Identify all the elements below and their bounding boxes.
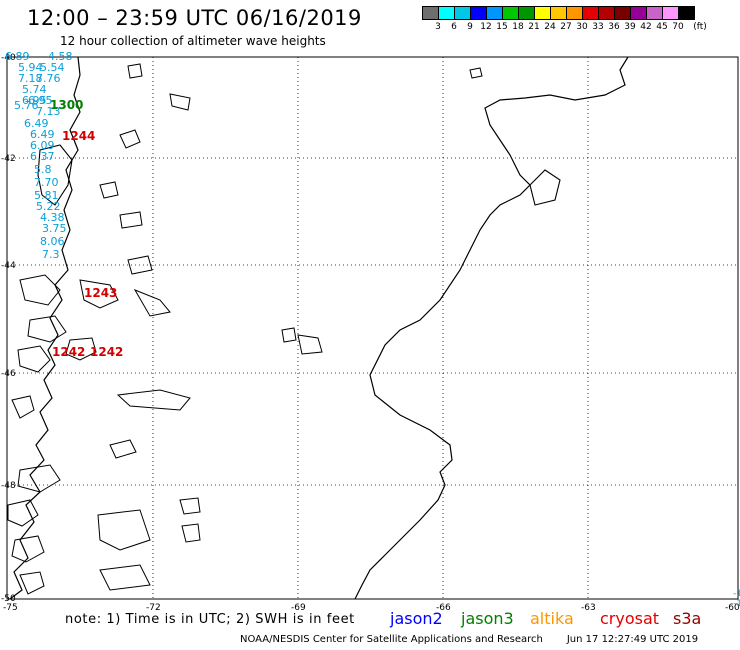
map-frame bbox=[6, 56, 739, 600]
valdes-peninsula bbox=[529, 169, 561, 206]
lon-label-63: -63 bbox=[581, 603, 596, 613]
footnote: note: 1) Time is in UTC; 2) SWH is in fe… bbox=[65, 612, 355, 627]
credit-line: NOAA/NESDIS Center for Satellite Applica… bbox=[240, 634, 698, 645]
satellite-cryosat: cryosat bbox=[600, 609, 660, 628]
swh-reading: 6.95 bbox=[28, 94, 53, 107]
swh-reading: 7.13 bbox=[36, 105, 61, 118]
swh-reading: 6.89 bbox=[5, 50, 30, 63]
color-scale-legend bbox=[422, 6, 695, 20]
argentina-coastline bbox=[354, 56, 629, 600]
swh-reading: 8.06 bbox=[40, 235, 65, 248]
swh-reading: 6.09 bbox=[30, 139, 55, 152]
scale-tick-label: 42 bbox=[640, 22, 652, 32]
lon-label-69: -69 bbox=[291, 603, 306, 613]
isla-de-los-estados bbox=[469, 67, 483, 79]
pass-times: 1300 1244 1243 1242 1242 bbox=[50, 98, 123, 359]
right-edge-label: -1 bbox=[733, 589, 740, 599]
graticule bbox=[7, 57, 738, 599]
swh-reading: 3.75 bbox=[42, 222, 67, 235]
scale-tick-label: 70 bbox=[672, 22, 684, 32]
swh-reading: 5.76 bbox=[14, 99, 39, 112]
swh-reading: 5.8 bbox=[34, 163, 52, 176]
scale-tick-label: 21 bbox=[528, 22, 540, 32]
swh-reading: 6.37 bbox=[30, 150, 55, 163]
swh-reading: 7.3 bbox=[42, 248, 60, 261]
swh-reading: 5.81 bbox=[34, 189, 59, 202]
fjord-islands bbox=[7, 274, 119, 595]
lat-label-46: -46 bbox=[1, 369, 16, 379]
lat-label-48: -48 bbox=[1, 481, 16, 491]
chiloe-island bbox=[37, 144, 73, 206]
page-subtitle: 12 hour collection of altimeter wave hei… bbox=[60, 34, 326, 48]
scale-tick-label: 30 bbox=[576, 22, 588, 32]
generated-timestamp: Jun 17 12:27:49 UTC 2019 bbox=[566, 634, 699, 645]
lat-label-44: -44 bbox=[1, 261, 16, 271]
swh-reading: 5.94 bbox=[18, 61, 43, 74]
swh-reading: 7.70 bbox=[34, 176, 59, 189]
swh-reading: 5.74 bbox=[22, 83, 47, 96]
swh-observations: 6.89 4.58 5.945.547.187.765.746.956.955.76… bbox=[5, 50, 73, 261]
satellite-altika: altika bbox=[530, 609, 574, 628]
scale-tick-label: (ft) bbox=[693, 22, 707, 32]
scale-tick-label: 45 bbox=[656, 22, 668, 32]
scale-tick-label: 39 bbox=[624, 22, 636, 32]
pass-time-label: 1244 bbox=[62, 129, 95, 143]
scale-tick-label: 9 bbox=[467, 22, 473, 32]
right-edge-label: -1 bbox=[733, 599, 740, 609]
scale-tick-label: 24 bbox=[544, 22, 556, 32]
swh-reading: 7.76 bbox=[36, 72, 61, 85]
latitude-labels: -40 -42 -44 -46 -48 -50 bbox=[1, 53, 16, 604]
lat-label-40: -40 bbox=[1, 53, 16, 63]
right-edge-labels: -1 -1 bbox=[733, 589, 740, 609]
swh-reading: 5.22 bbox=[36, 200, 61, 213]
lon-label-60: -60 bbox=[725, 603, 740, 613]
swh-reading: 4.58 bbox=[48, 50, 73, 63]
inland-lakes bbox=[97, 63, 201, 591]
pass-time-label: 1242 bbox=[90, 345, 123, 359]
scale-tick-label: 33 bbox=[592, 22, 604, 32]
swh-reading: 5.54 bbox=[40, 61, 65, 74]
scale-tick-label: 18 bbox=[512, 22, 524, 32]
patagonia-lakes bbox=[281, 327, 323, 355]
scale-tick-label: 3 bbox=[435, 22, 441, 32]
page-title: 12:00 – 23:59 UTC 06/16/2019 bbox=[27, 6, 362, 30]
credit-text: NOAA/NESDIS Center for Satellite Applica… bbox=[240, 634, 543, 645]
lat-label-42: -42 bbox=[1, 154, 16, 164]
satellite-jason2: jason2 bbox=[390, 609, 443, 628]
pass-time-label: 1243 bbox=[84, 286, 117, 300]
color-scale-labels: 3 6 9 12 15 18 21 24 27 30 33 36 39 42 45 70 (ft) bbox=[422, 22, 740, 34]
swh-reading: 7.18 bbox=[18, 72, 43, 85]
longitude-labels: -75 -72 -69 -66 -63 -60 bbox=[3, 603, 740, 613]
scale-tick-label: 36 bbox=[608, 22, 620, 32]
scale-tick-label: 27 bbox=[560, 22, 572, 32]
scale-tick-label: 12 bbox=[480, 22, 492, 32]
scale-swatch bbox=[678, 6, 695, 20]
pass-time-label: 1242 bbox=[52, 345, 85, 359]
pass-time-label: 1300 bbox=[50, 98, 83, 112]
swh-reading: 4.38 bbox=[40, 211, 65, 224]
lat-label-50: -50 bbox=[1, 594, 16, 604]
lon-label-72: -72 bbox=[146, 603, 161, 613]
lon-label-75: -75 bbox=[3, 603, 18, 613]
satellite-s3a: s3a bbox=[673, 609, 702, 628]
swh-reading: 6.49 bbox=[30, 128, 55, 141]
scale-tick-label: 15 bbox=[496, 22, 508, 32]
lon-label-66: -66 bbox=[436, 603, 451, 613]
chile-coastline bbox=[9, 56, 81, 600]
satellite-jason3: jason3 bbox=[461, 609, 514, 628]
swh-reading: 6.49 bbox=[24, 117, 49, 130]
scale-tick-label: 6 bbox=[451, 22, 457, 32]
swh-reading: 6.95 bbox=[22, 94, 47, 107]
